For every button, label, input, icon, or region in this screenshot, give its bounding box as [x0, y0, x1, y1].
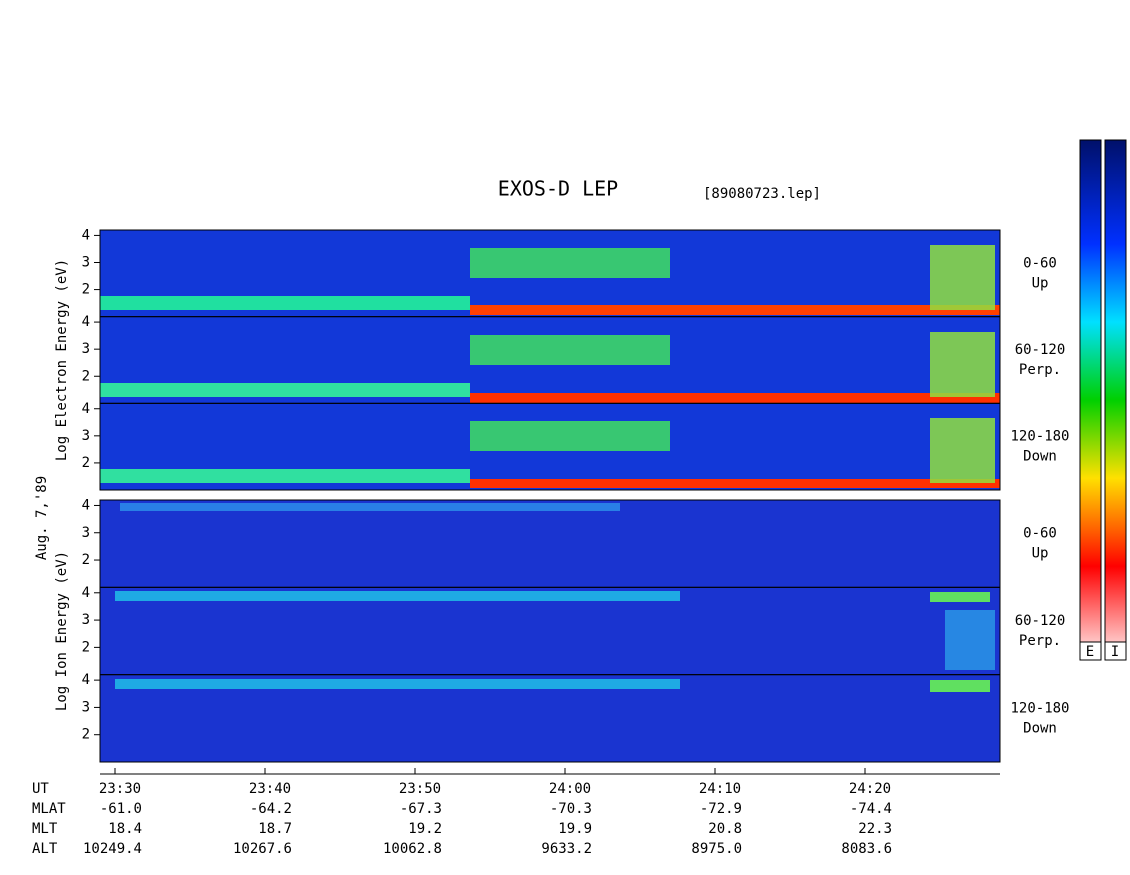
y-tick-label: 2: [82, 639, 90, 655]
y-tick-label: 3: [82, 525, 90, 541]
x-tick-label: 24:20: [849, 781, 891, 797]
orbit-value: 20.8: [708, 821, 742, 837]
orbit-value: 18.7: [258, 821, 292, 837]
y-tick-label: 3: [82, 255, 90, 271]
x-tick-label: 24:10: [699, 781, 741, 797]
orbit-value: 10267.6: [233, 841, 292, 857]
orbit-value: 19.2: [408, 821, 442, 837]
x-tick-label: 23:40: [249, 781, 291, 797]
x-tick-label: 23:30: [99, 781, 141, 797]
panel-label: 60-120: [1015, 613, 1066, 629]
orbit-value: -72.9: [700, 801, 742, 817]
orbit-label: ALT: [32, 841, 58, 857]
spectrogram-image: [100, 230, 1000, 762]
panel-label: 120-180: [1010, 700, 1069, 716]
y-tick-label: 4: [82, 497, 90, 513]
y-tick-label: 2: [82, 552, 90, 568]
y-axis-label: Log Electron Energy (eV): [54, 259, 70, 461]
orbit-label: UT: [32, 781, 49, 797]
y-tick-label: 2: [82, 282, 90, 298]
orbit-value: 10062.8: [383, 841, 442, 857]
panel-label: 120-180: [1010, 429, 1069, 445]
orbit-value: -74.4: [850, 801, 892, 817]
y-tick-label: 2: [82, 368, 90, 384]
panel-label: Up: [1032, 546, 1049, 562]
orbit-label: MLT: [32, 821, 58, 837]
y-tick-label: 2: [82, 727, 90, 743]
y-tick-label: 3: [82, 428, 90, 444]
colorbar-label-box: [1079, 641, 1102, 661]
orbit-value: -61.0: [100, 801, 142, 817]
orbit-value: 19.9: [558, 821, 592, 837]
panel-frame: [99, 674, 1001, 763]
colorbar-label: I: [1111, 644, 1119, 660]
colorbar: [1104, 139, 1127, 661]
chart-title: EXOS-D LEP: [498, 177, 618, 201]
y-tick-label: 3: [82, 699, 90, 715]
file-name: [89080723.lep]: [703, 186, 821, 202]
colorbars: E I: [1079, 139, 1127, 661]
panel-label: 60-120: [1015, 342, 1066, 358]
x-tick-label: 23:50: [399, 781, 441, 797]
panel-label: Perp.: [1019, 633, 1061, 649]
panel-label: Down: [1023, 449, 1057, 465]
colorbar-label: E: [1086, 644, 1094, 660]
panel-label: Down: [1023, 720, 1057, 736]
panel-label: Up: [1032, 275, 1049, 291]
y-tick-label: 4: [82, 401, 90, 417]
orbit-value: -70.3: [550, 801, 592, 817]
x-tick-label: 24:00: [549, 781, 591, 797]
orbit-value: 9633.2: [541, 841, 592, 857]
orbit-value: -67.3: [400, 801, 442, 817]
panel-frame: [99, 402, 1001, 491]
orbit-value: 10249.4: [83, 841, 142, 857]
date-label: Aug. 7,'89: [34, 476, 50, 560]
panel-label: Perp.: [1019, 362, 1061, 378]
orbit-value: 8083.6: [841, 841, 892, 857]
colorbar: [1079, 139, 1102, 661]
panel-label: 0-60: [1023, 526, 1057, 542]
y-tick-label: 3: [82, 612, 90, 628]
orbit-value: -64.2: [250, 801, 292, 817]
y-tick-label: 4: [82, 585, 90, 601]
y-tick-label: 4: [82, 314, 90, 330]
y-tick-label: 2: [82, 455, 90, 471]
y-tick-label: 4: [82, 672, 90, 688]
y-tick-label: 4: [82, 227, 90, 243]
y-axis-label: Log Ion Energy (eV): [54, 551, 70, 711]
axes: Log Electron Energy (eV) 2 3 4 0-60 Up 2 3 4 60-1…: [32, 227, 1070, 857]
orbit-value: 22.3: [858, 821, 892, 837]
orbit-label: MLAT: [32, 801, 66, 817]
y-tick-label: 3: [82, 341, 90, 357]
orbit-value: 18.4: [108, 821, 142, 837]
panel-label: 0-60: [1023, 255, 1057, 271]
orbit-value: 8975.0: [691, 841, 742, 857]
colorbar-label-box: [1104, 641, 1127, 661]
